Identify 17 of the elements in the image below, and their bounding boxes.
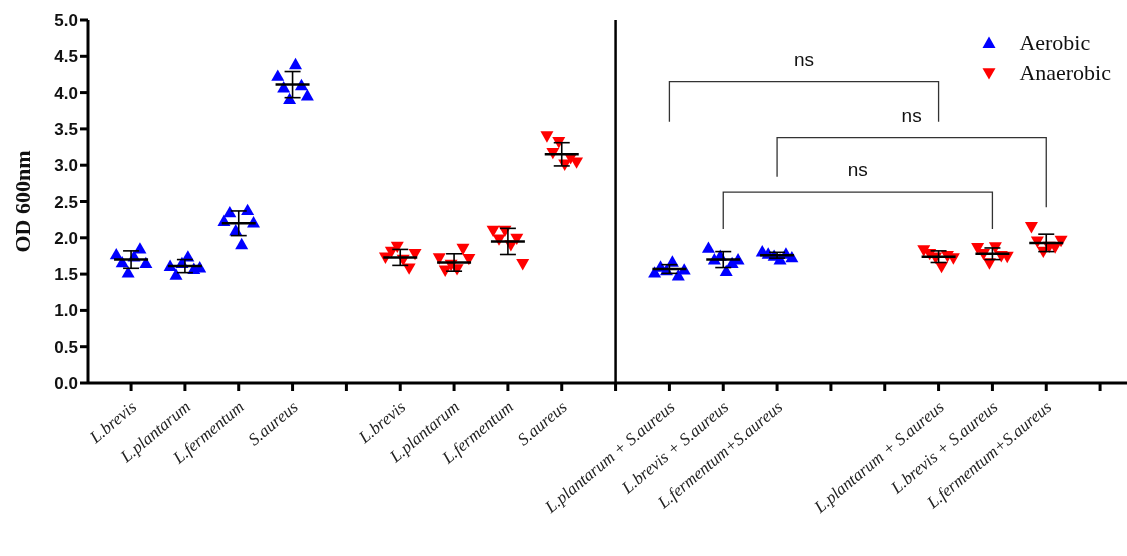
- y-tick-label: 4.0: [54, 83, 78, 103]
- y-tick-label: 2.5: [54, 192, 78, 212]
- y-axis-title: OD 600nm: [9, 150, 35, 253]
- y-tick-label: 3.0: [54, 156, 78, 176]
- y-tick-label: 3.5: [54, 119, 78, 139]
- legend-label: Aerobic: [1019, 30, 1091, 56]
- y-tick-label: 1.0: [54, 301, 78, 321]
- y-tick-label: 0.5: [54, 337, 78, 357]
- y-tick-label: 1.5: [54, 265, 78, 285]
- y-tick-label: 5.0: [54, 11, 78, 31]
- annotation: ns: [793, 48, 815, 70]
- y-tick-label: 2.0: [54, 228, 78, 248]
- annotation: ns: [901, 104, 922, 126]
- y-tick-label: 0.0: [54, 374, 78, 394]
- annotation: ns: [847, 159, 868, 181]
- legend-label: Anaerobic: [1019, 60, 1111, 86]
- y-tick-label: 4.5: [54, 47, 78, 67]
